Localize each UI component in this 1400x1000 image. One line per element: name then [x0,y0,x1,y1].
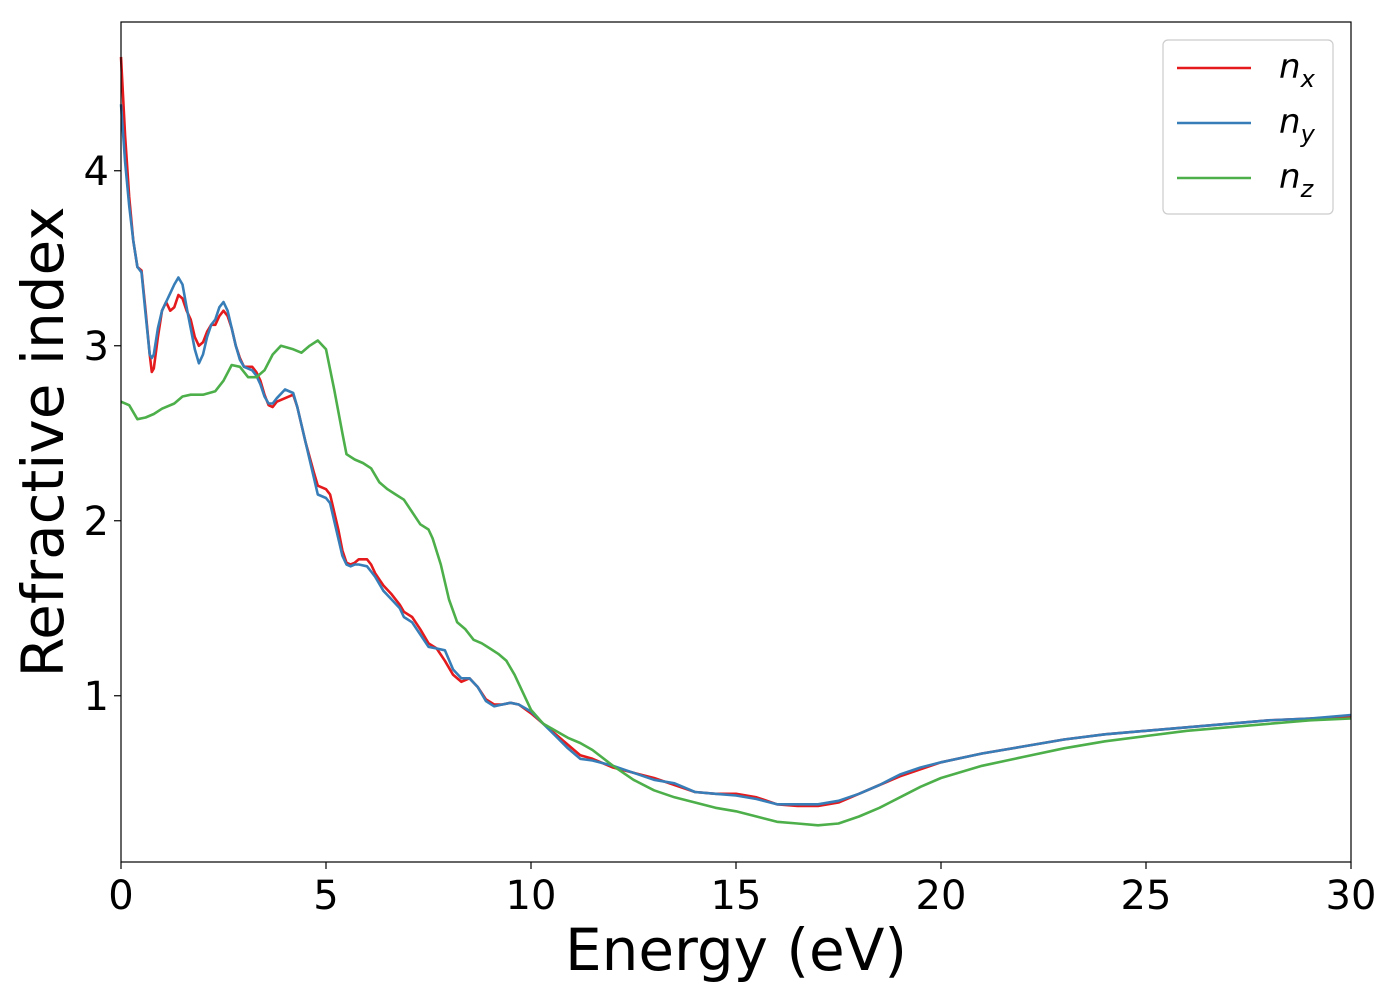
legend-label-x: nx [1279,47,1316,93]
legend-label-main: n [1279,157,1301,197]
y-tick-label: 2 [84,499,109,545]
y-tick-label: 3 [84,324,109,370]
x-tick-label: 5 [313,873,338,919]
legend-box [1162,39,1334,215]
legend-label-main: n [1279,102,1301,142]
series-line-z [120,339,1352,827]
x-tick-label: 0 [108,873,133,919]
y-axis-ticks: 1 2 3 4 [84,149,121,720]
x-axis-ticks: 0 5 10 15 20 25 30 [108,862,1376,919]
x-tick-label: 20 [916,873,967,919]
legend-label-subscript: y [1300,120,1316,148]
x-tick-label: 30 [1326,873,1377,919]
series-line-y [119,104,1352,806]
x-tick-label: 15 [711,873,762,919]
x-tick-label: 25 [1121,873,1172,919]
legend-label-y: ny [1279,102,1316,148]
y-tick-label: 4 [84,149,109,195]
x-tick-label: 10 [506,873,557,919]
y-axis-title: Refractive index [9,206,77,677]
y-tick-label: 1 [84,674,109,720]
legend-label-main: n [1279,47,1301,87]
legend-label-z: nz [1279,157,1315,203]
plot-lines [119,56,1352,827]
legend-label-subscript: x [1300,65,1316,93]
legend-label-subscript: z [1300,175,1315,203]
plot-frame [120,21,1352,863]
x-axis-title: Energy (eV) [565,916,907,984]
